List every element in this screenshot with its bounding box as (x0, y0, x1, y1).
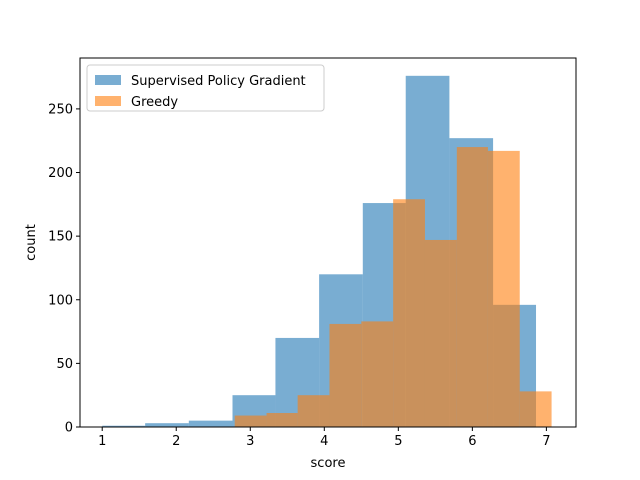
y-axis-ticks: 0 50 100 150 200 250 (48, 102, 80, 436)
bar-greedy-4 (361, 321, 394, 427)
legend: Supervised Policy Gradient Greedy (86, 64, 325, 112)
y-axis-label: count (24, 224, 39, 261)
x-tick-label: 3 (246, 434, 254, 449)
bar-greedy-0 (234, 415, 267, 427)
y-tick-label: 200 (48, 166, 73, 181)
bar-greedy-6 (424, 239, 457, 427)
x-tick-label: 7 (542, 434, 550, 449)
bar-greedy-1 (266, 413, 298, 427)
x-tick-label: 1 (98, 434, 106, 449)
bar-greedy-10 (536, 391, 552, 427)
x-axis-ticks: 1 2 3 4 5 6 7 (98, 427, 551, 449)
x-tick-label: 5 (394, 434, 402, 449)
legend-swatch (95, 96, 121, 106)
legend-swatch (95, 75, 121, 85)
axes-frame (79, 57, 577, 428)
bar-greedy-3 (329, 323, 362, 427)
y-tick-label: 100 (48, 293, 73, 308)
x-tick-label: 2 (172, 434, 180, 449)
bars-layer (102, 75, 552, 428)
y-tick-label: 0 (65, 421, 73, 436)
bar-supervised-policy-gradient-1 (145, 423, 189, 427)
x-tick-label: 6 (468, 434, 476, 449)
bar-greedy-8 (487, 150, 520, 427)
x-tick-label: 4 (320, 434, 328, 449)
y-tick-label: 50 (56, 357, 73, 372)
bar-greedy-5 (393, 199, 425, 427)
bar-greedy-7 (456, 147, 488, 427)
legend-label: Supervised Policy Gradient (131, 74, 306, 89)
bar-greedy-9 (519, 391, 537, 427)
legend-box (86, 64, 325, 112)
y-tick-label: 250 (48, 102, 73, 117)
bar-greedy-2 (297, 395, 330, 427)
legend-label: Greedy (131, 95, 178, 110)
x-axis-label: score (311, 456, 346, 471)
y-tick-label: 150 (48, 230, 73, 245)
bar-supervised-policy-gradient-2 (188, 420, 233, 427)
bar-supervised-policy-gradient-0 (102, 425, 146, 427)
